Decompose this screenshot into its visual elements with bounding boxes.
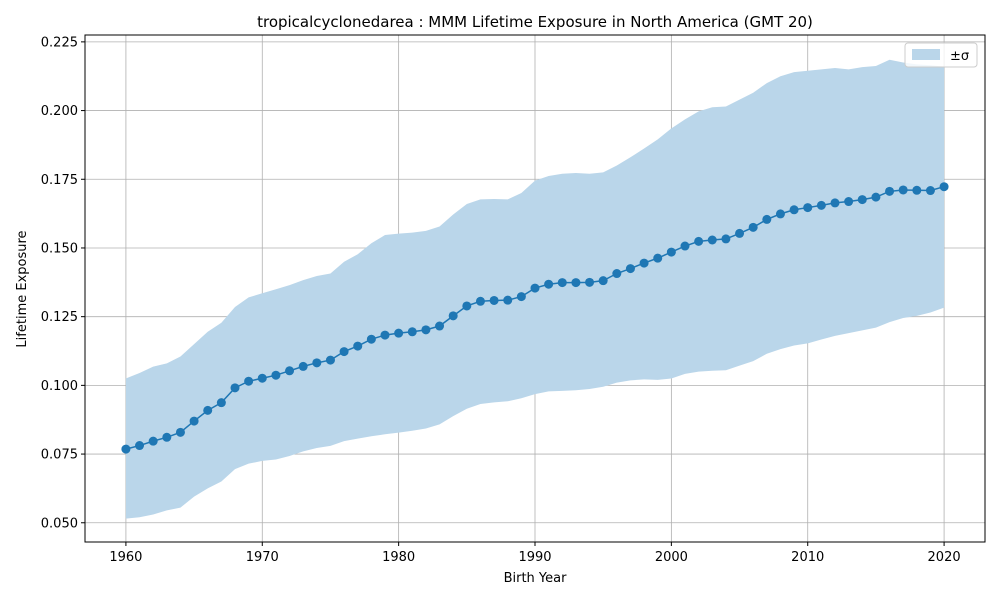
data-point <box>625 264 635 274</box>
data-point <box>421 325 431 335</box>
y-tick-label: 0.100 <box>41 379 78 394</box>
data-point <box>257 373 267 383</box>
data-point <box>135 441 145 451</box>
data-point <box>925 186 935 196</box>
data-point <box>407 327 417 337</box>
data-point <box>462 301 472 311</box>
data-point <box>639 258 649 268</box>
x-tick-label: 2020 <box>928 550 961 565</box>
data-point <box>516 292 526 302</box>
data-point <box>912 185 922 195</box>
y-tick-label: 0.075 <box>41 448 78 463</box>
data-point <box>571 278 581 288</box>
data-point <box>162 432 172 442</box>
data-point <box>175 427 185 437</box>
data-point <box>475 296 485 306</box>
data-point <box>939 182 949 192</box>
y-tick-label: 0.050 <box>41 516 78 531</box>
data-point <box>748 222 758 232</box>
data-point <box>885 186 895 196</box>
x-tick-label: 2000 <box>655 550 688 565</box>
x-tick-label: 1970 <box>246 550 279 565</box>
legend-label-sigma: ±σ <box>950 49 969 64</box>
data-point <box>380 330 390 340</box>
data-point <box>735 228 745 238</box>
data-point <box>298 361 308 371</box>
data-point <box>857 195 867 205</box>
data-point <box>871 192 881 202</box>
data-point <box>680 241 690 251</box>
y-tick-label: 0.225 <box>41 35 78 50</box>
plot-frame <box>84 34 986 543</box>
data-point <box>339 347 349 357</box>
data-point <box>844 197 854 207</box>
data-point <box>898 185 908 195</box>
data-point <box>830 198 840 208</box>
data-point <box>312 358 322 368</box>
data-point <box>612 269 622 279</box>
data-point <box>789 205 799 215</box>
x-tick-label: 1980 <box>382 550 415 565</box>
data-point <box>216 398 226 408</box>
data-point <box>503 295 513 305</box>
mean-series <box>121 182 949 454</box>
data-point <box>762 214 772 224</box>
data-point <box>448 311 458 321</box>
legend-band-swatch <box>912 49 940 60</box>
y-tick-label: 0.200 <box>41 104 78 119</box>
y-tick-label: 0.175 <box>41 173 78 188</box>
data-point <box>544 279 554 289</box>
x-axis-label: Birth Year <box>504 571 568 586</box>
data-point <box>707 235 717 245</box>
x-tick-label: 2010 <box>791 550 824 565</box>
data-point <box>666 247 676 257</box>
data-point <box>694 236 704 246</box>
data-point <box>353 341 363 351</box>
data-point <box>530 283 540 293</box>
data-point <box>366 334 376 344</box>
data-point <box>394 328 404 338</box>
data-point <box>271 370 281 380</box>
data-point <box>121 444 131 454</box>
data-point <box>775 209 785 219</box>
data-point <box>721 234 731 244</box>
data-point <box>816 200 826 210</box>
x-tick-label: 1990 <box>518 550 551 565</box>
data-point <box>244 376 254 386</box>
y-tick-label: 0.150 <box>41 241 78 256</box>
chart-title: tropicalcyclonedarea : MMM Lifetime Expo… <box>257 13 813 31</box>
data-point <box>598 276 608 286</box>
data-point <box>653 253 663 263</box>
data-point <box>203 405 213 415</box>
x-tick-label: 1960 <box>109 550 142 565</box>
data-point <box>148 436 158 446</box>
data-point <box>325 355 335 365</box>
data-point <box>557 278 567 288</box>
y-tick-label: 0.125 <box>41 310 78 325</box>
y-axis-label: Lifetime Exposure <box>15 230 30 347</box>
data-point <box>489 295 499 305</box>
data-point <box>803 203 813 213</box>
axis-ticks: 1960 1970 1980 1990 2000 2010 2020 0.050 0.075 0.… <box>41 35 961 565</box>
data-point <box>435 321 445 331</box>
data-point <box>585 277 595 287</box>
data-point <box>230 383 240 393</box>
legend: ±σ <box>904 42 978 68</box>
data-point <box>189 416 199 426</box>
data-point <box>285 366 295 376</box>
